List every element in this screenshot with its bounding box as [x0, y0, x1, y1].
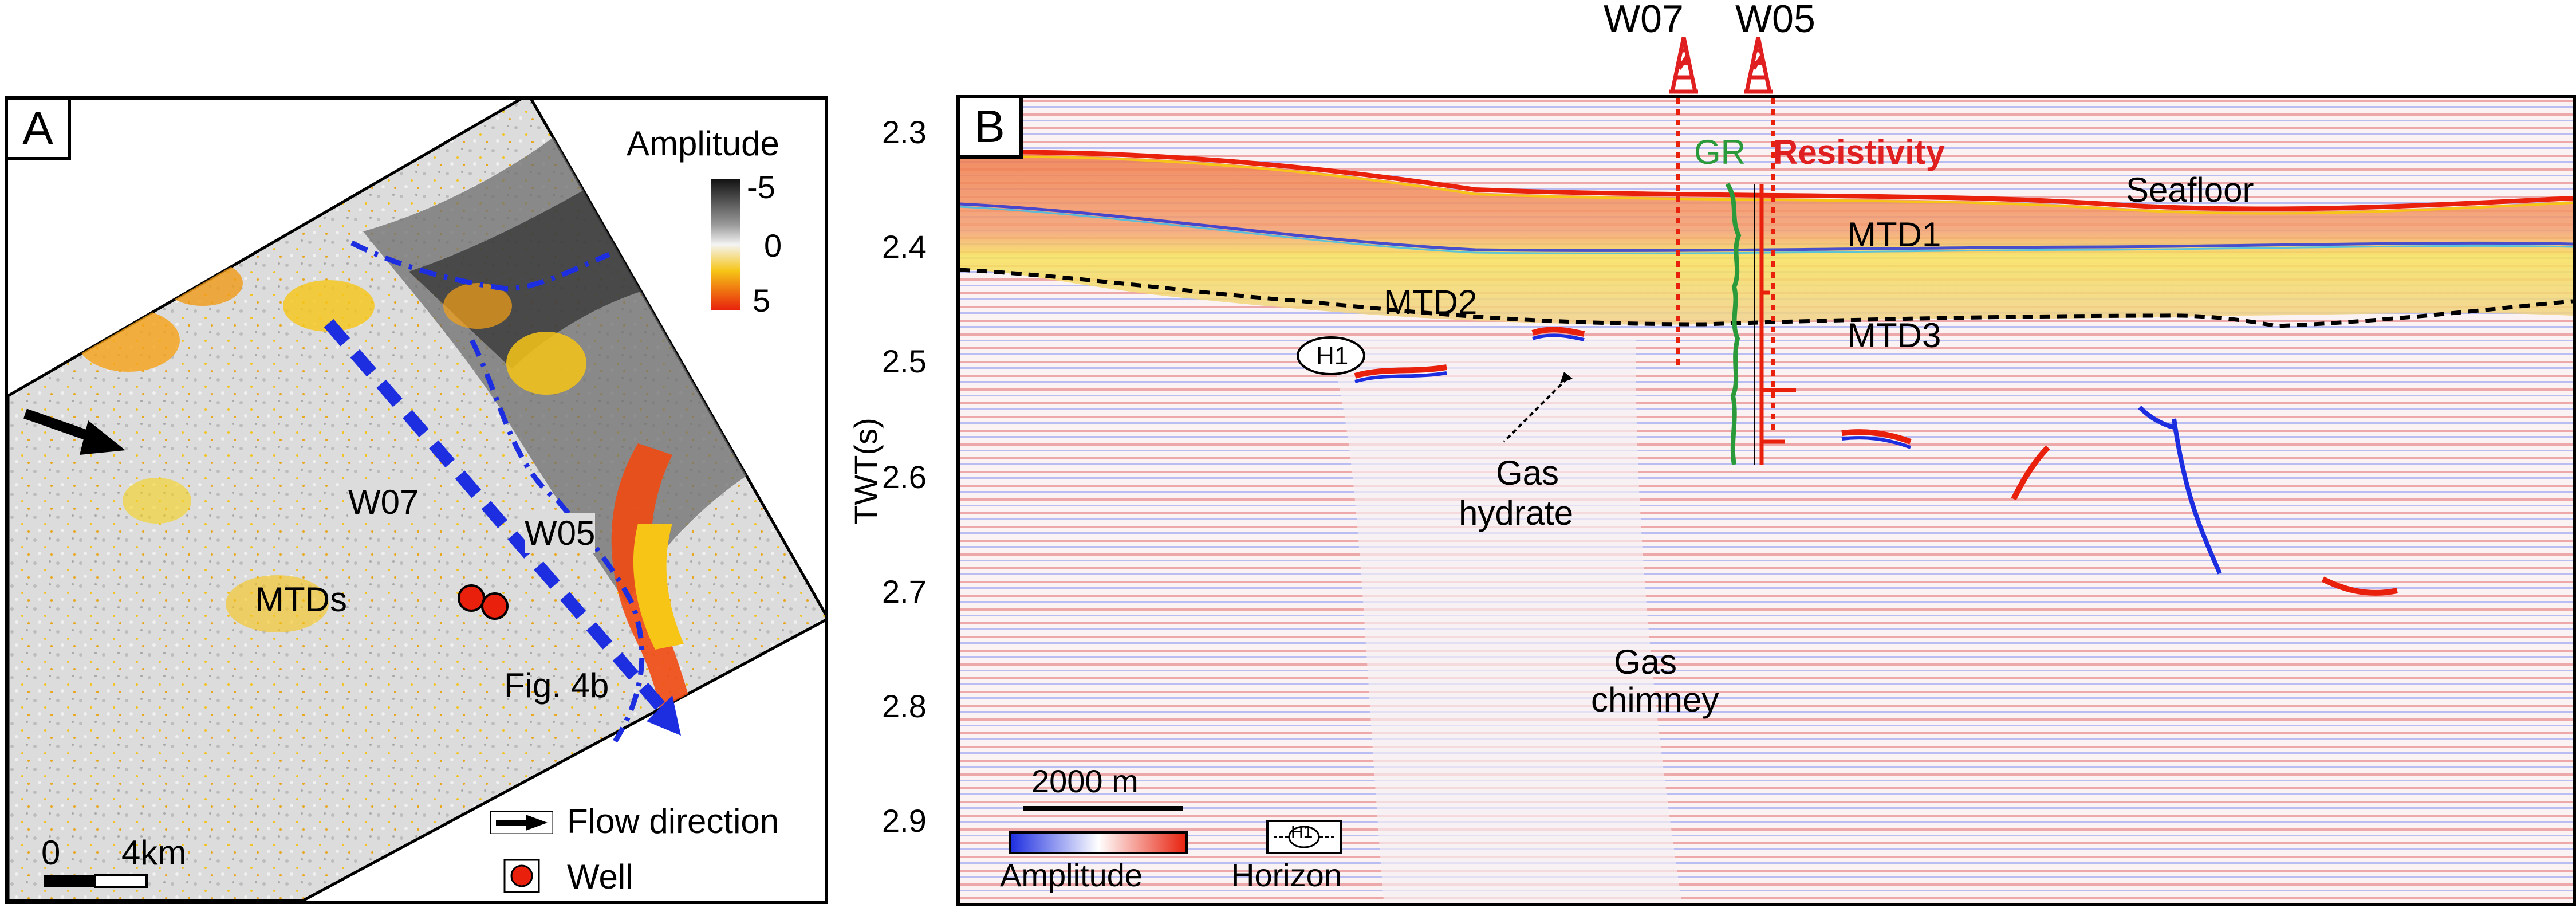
seismic-section — [960, 98, 2573, 903]
gr-log — [1725, 182, 1742, 465]
legend-flow: Flow direction — [567, 802, 779, 840]
derrick-icon — [1744, 37, 1773, 94]
well-header-w05: W05 — [1735, 0, 1815, 41]
flow-arrow-icon — [490, 811, 553, 834]
colorbar-tick: 5 — [753, 282, 771, 319]
y-axis-label: TWT(s) — [847, 418, 884, 525]
gas-chimney-label-2: chimney — [1591, 681, 1719, 719]
scale-bar-a — [44, 874, 148, 888]
panel-a: A — [5, 96, 828, 904]
h1-oval — [1297, 336, 1365, 375]
gas-hydrate-label-2: hydrate — [1459, 494, 1574, 532]
colorbar-title: Amplitude — [627, 124, 779, 163]
y-tick-2.3: 2.3 — [882, 114, 927, 150]
horizon-legend-label: Horizon — [1231, 857, 1342, 893]
mtd2-label: MTD2 — [1384, 283, 1478, 321]
scale-start: 0 — [41, 834, 61, 872]
well-label-w07: W07 — [348, 482, 419, 522]
gas-hydrate-label-1: Gas — [1496, 454, 1559, 492]
colorbar-tick: 0 — [764, 227, 782, 264]
fig-4b-label: Fig. 4b — [504, 666, 609, 705]
h1-label: H1 — [1316, 342, 1349, 370]
mtds-label: MTDs — [255, 580, 347, 619]
colorbar-a — [711, 179, 740, 310]
amplitude-legend-label: Amplitude — [1000, 857, 1143, 893]
well-label-w05: W05 — [525, 513, 596, 553]
panel-b-letter: B — [960, 98, 1023, 159]
mtd1-label: MTD1 — [1848, 215, 1941, 254]
y-tick-2.5: 2.5 — [882, 343, 927, 379]
scale-bar-label: 2000 m — [1031, 763, 1139, 799]
y-tick-2.6: 2.6 — [882, 459, 927, 495]
well-dot-icon — [458, 584, 485, 612]
flow-arrow-icon — [23, 408, 125, 455]
mtd3-label: MTD3 — [1848, 316, 1941, 355]
well-dot-icon — [481, 592, 509, 620]
panel-a-letter: A — [8, 100, 71, 160]
gr-label: GR — [1694, 133, 1746, 171]
well-dot-icon — [503, 859, 540, 893]
horizon-legend-h1: H1 — [1291, 823, 1313, 842]
scale-end: 4km — [121, 834, 187, 872]
legend-well: Well — [567, 858, 633, 896]
panel-b: B — [956, 95, 2576, 906]
well-header-w07: W07 — [1604, 0, 1684, 41]
y-tick-2.9: 2.9 — [882, 803, 927, 839]
y-tick-2.8: 2.8 — [882, 688, 927, 724]
y-tick-2.4: 2.4 — [882, 229, 927, 265]
resistivity-log — [1759, 184, 1796, 465]
colorbar-tick: -5 — [747, 169, 775, 205]
y-tick-2.7: 2.7 — [882, 573, 927, 610]
resistivity-label: Resistivity — [1773, 133, 1945, 171]
gas-chimney-label-1: Gas — [1614, 643, 1677, 681]
seafloor-label: Seafloor — [2126, 171, 2254, 209]
derrick-icon — [1669, 37, 1698, 94]
